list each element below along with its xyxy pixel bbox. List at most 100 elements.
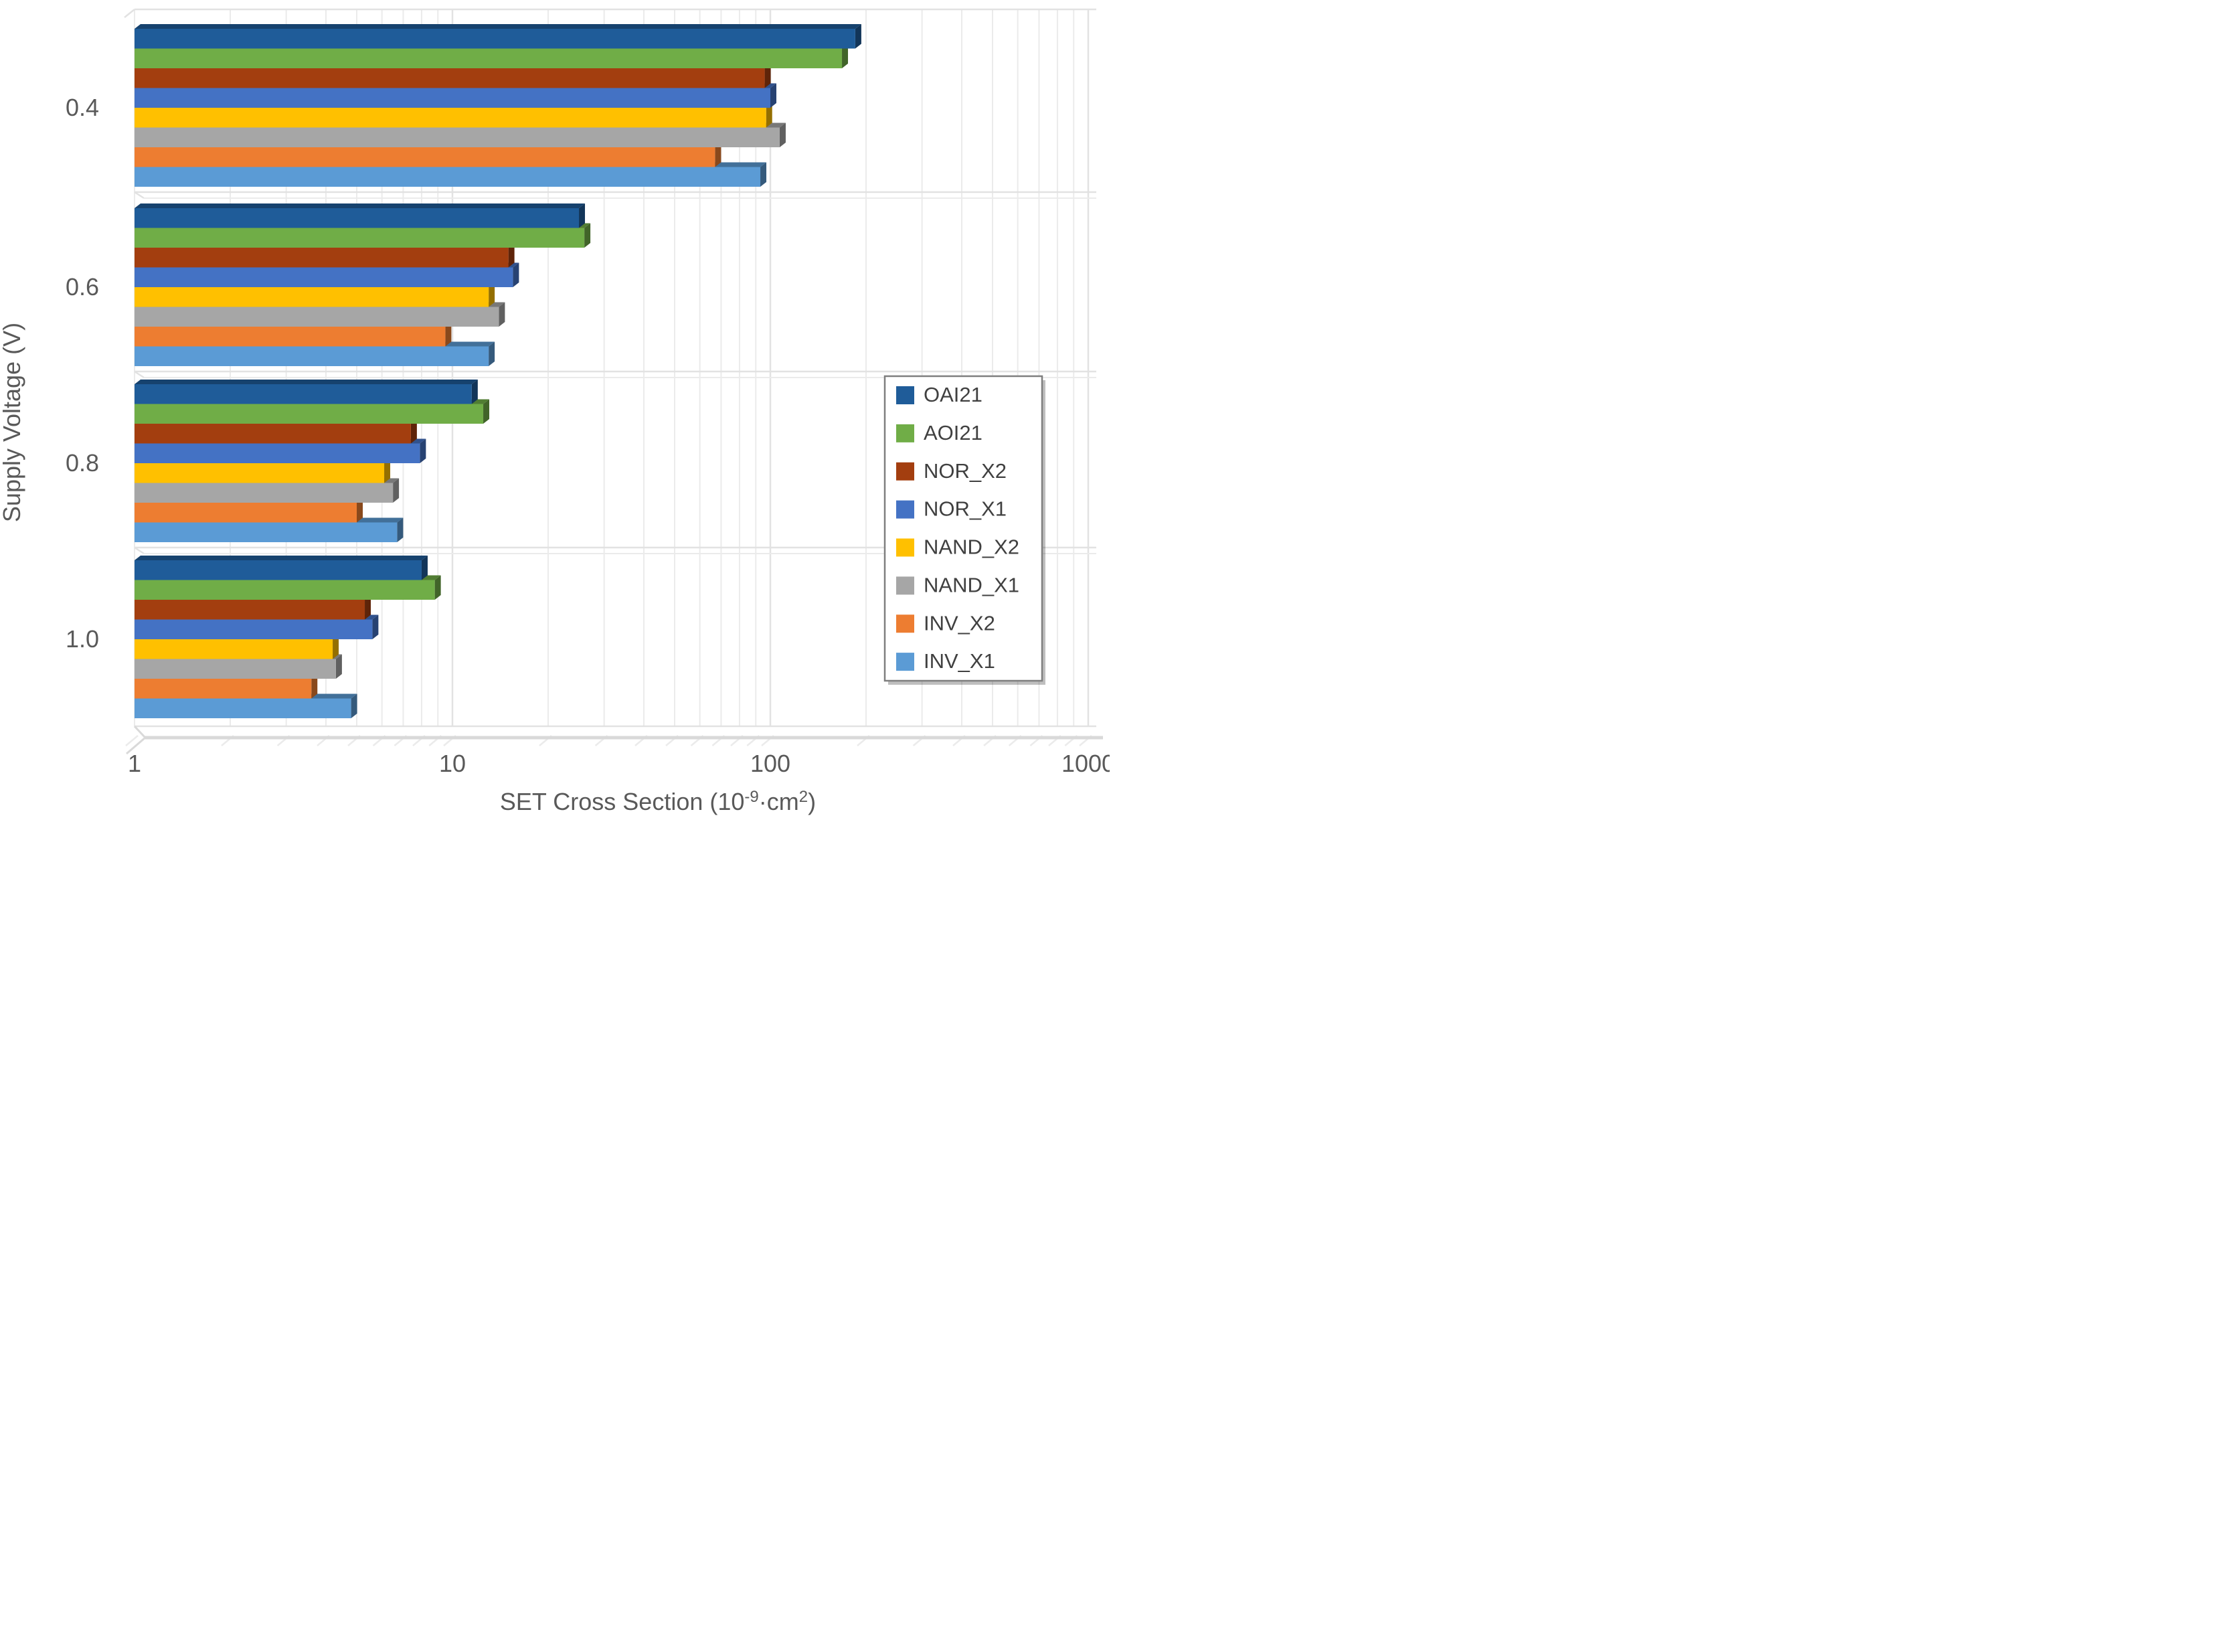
bar-end-face xyxy=(584,223,591,248)
floor-left-bevel xyxy=(133,725,147,739)
axis-floor xyxy=(125,725,1103,755)
bar-front-face xyxy=(135,384,472,404)
y-axis-title: Supply Voltage (V) xyxy=(0,323,25,522)
legend-label-OAI21: OAI21 xyxy=(924,383,983,406)
bar-top-face xyxy=(135,380,478,384)
bar-OAI21-0.6 xyxy=(135,203,586,228)
bar-end-face xyxy=(489,341,495,366)
bar-end-face xyxy=(779,122,786,147)
bar-front-face xyxy=(135,619,373,639)
bar-front-face xyxy=(135,483,394,503)
bar-front-face xyxy=(135,522,398,542)
legend-label-INV_X1: INV_X1 xyxy=(924,649,995,673)
floor-left-corner-diagonal xyxy=(126,736,146,755)
x-tick-label-100: 100 xyxy=(750,750,790,777)
bar-front-face xyxy=(135,208,580,228)
bar-group-0.4 xyxy=(135,24,861,187)
bar-end-face xyxy=(760,162,767,187)
wall-top-corner xyxy=(124,9,135,18)
bar-end-face xyxy=(372,614,379,639)
bar-front-face xyxy=(135,679,312,699)
bar-end-face xyxy=(499,302,505,327)
legend-swatch xyxy=(896,500,914,519)
legend-label-NAND_X1: NAND_X1 xyxy=(924,573,1019,596)
bar-front-face xyxy=(135,307,499,327)
bar-end-face xyxy=(384,459,391,483)
bar-front-face xyxy=(135,659,336,679)
bar-top-face xyxy=(135,24,861,29)
bar-end-face xyxy=(513,262,519,287)
bar-front-face xyxy=(135,580,435,600)
bar-group-0.6 xyxy=(135,203,591,366)
legend-label-AOI21: AOI21 xyxy=(924,421,983,444)
bar-end-face xyxy=(842,44,849,68)
x-tick-label-1000: 1000 xyxy=(1061,750,1110,777)
bar-end-face xyxy=(483,399,490,424)
legend-label-NOR_X2: NOR_X2 xyxy=(924,459,1007,483)
bar-front-face xyxy=(135,346,489,366)
bar-end-face xyxy=(357,498,363,523)
legend-item-NAND_X2: NAND_X2 xyxy=(896,535,1019,559)
bar-OAI21-0.8 xyxy=(135,380,478,404)
bar-OAI21-0.4 xyxy=(135,24,861,49)
bar-end-face xyxy=(351,693,357,718)
y-tick-label-0.8: 0.8 xyxy=(66,449,99,477)
bar-end-face xyxy=(333,635,339,659)
bar-OAI21-1.0 xyxy=(135,556,428,580)
bar-front-face xyxy=(135,639,333,659)
bar-front-face xyxy=(135,560,422,580)
bar-front-face xyxy=(135,287,489,307)
bar-front-face xyxy=(135,404,484,424)
shelf-corner xyxy=(134,370,145,379)
bar-front-face xyxy=(135,88,770,108)
bar-end-face xyxy=(579,203,586,228)
bar-end-face xyxy=(489,282,495,307)
bar-end-face xyxy=(445,322,452,347)
bar-front-face xyxy=(135,228,585,248)
bar-front-face xyxy=(135,424,411,444)
bar-front-face xyxy=(135,167,761,187)
legend-item-NOR_X1: NOR_X1 xyxy=(896,497,1007,521)
legend-item-INV_X2: INV_X2 xyxy=(896,611,995,635)
bar-front-face xyxy=(135,108,766,128)
legend-label-NAND_X2: NAND_X2 xyxy=(924,535,1019,559)
bar-end-face xyxy=(393,478,400,503)
legend-item-AOI21: AOI21 xyxy=(896,421,983,444)
bar-front-face xyxy=(135,48,843,68)
bar-front-face xyxy=(135,68,765,88)
x-tick-label-10: 10 xyxy=(439,750,466,777)
legend-item-INV_X1: INV_X1 xyxy=(896,649,995,673)
bar-front-face xyxy=(135,698,351,718)
bar-front-face xyxy=(135,463,385,483)
bar-end-face xyxy=(715,143,721,167)
legend-item-NOR_X2: NOR_X2 xyxy=(896,459,1007,483)
bar-end-face xyxy=(397,517,404,542)
bar-top-face xyxy=(135,556,428,560)
bar-front-face xyxy=(135,127,780,147)
x-axis-tick-labels: 1 10 100 1000 xyxy=(128,750,1110,777)
bar-end-face xyxy=(508,243,515,268)
bar-front-face xyxy=(135,327,446,347)
bar-front-face xyxy=(135,600,365,620)
y-tick-label-1.0: 1.0 xyxy=(66,625,99,653)
bar-end-face xyxy=(471,380,478,404)
bar-end-face xyxy=(311,674,318,699)
bar-front-face xyxy=(135,503,357,523)
bar-end-face xyxy=(855,24,861,49)
legend-swatch xyxy=(896,538,914,557)
bar-end-face xyxy=(764,64,771,88)
legend-label-NOR_X1: NOR_X1 xyxy=(924,497,1007,521)
legend-swatch xyxy=(896,576,914,595)
y-tick-label-0.4: 0.4 xyxy=(66,94,99,121)
legend-item-OAI21: OAI21 xyxy=(896,383,983,406)
bar-end-face xyxy=(335,654,342,679)
bar-front-face xyxy=(135,248,509,268)
bar-end-face xyxy=(766,103,772,128)
set-cross-section-chart: 1 10 100 1000 0.4 0.6 0.8 1.0 SET Cross Sectio… xyxy=(0,0,1110,826)
bar-front-face xyxy=(135,267,513,287)
bar-group-1.0 xyxy=(135,556,441,718)
bar-end-face xyxy=(434,575,441,600)
bar-group-0.8 xyxy=(135,380,490,542)
legend-swatch xyxy=(896,462,914,481)
floor-tick-diagonal xyxy=(125,735,139,746)
